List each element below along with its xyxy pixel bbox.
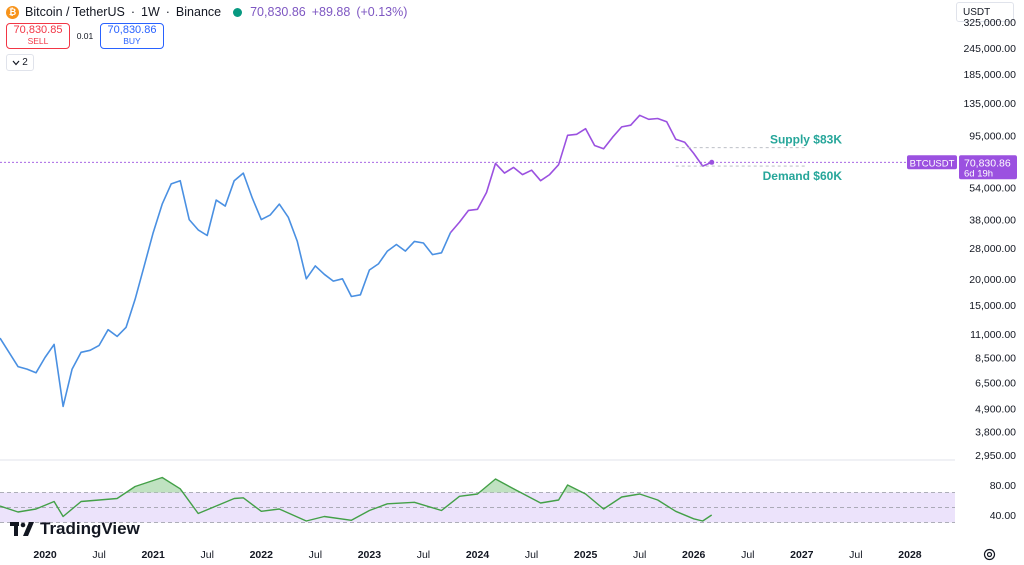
last-price-point xyxy=(709,159,715,165)
exchange: Binance xyxy=(175,5,222,19)
tradingview-icon xyxy=(10,521,34,536)
annotation-label: Supply $83K xyxy=(770,133,842,147)
x-axis-tick-label: 2025 xyxy=(574,549,598,561)
buy-label: BUY xyxy=(123,36,141,46)
interval[interactable]: 1W xyxy=(141,5,160,19)
bitcoin-icon: ₿ xyxy=(6,5,19,19)
price-tag-countdown: 6d 19h xyxy=(964,168,993,179)
y-axis-tick-label: 28,000.00 xyxy=(969,243,1016,255)
buy-button[interactable]: 70,830.86 BUY xyxy=(100,23,164,49)
y-axis-tick-label: 54,000.00 xyxy=(969,182,1016,194)
rsi-series-line xyxy=(0,476,713,522)
y-axis-tick-label: 11,000.00 xyxy=(970,329,1016,341)
price-tag xyxy=(959,155,1017,180)
x-axis-tick-label: 2023 xyxy=(358,549,382,561)
x-axis-tick-label: 2020 xyxy=(33,549,57,561)
x-axis-tick-label: 2028 xyxy=(898,549,922,561)
tradingview-logo[interactable]: TradingView xyxy=(10,519,140,539)
sell-label: SELL xyxy=(27,36,49,46)
market-open-icon xyxy=(233,7,243,17)
x-axis-tick-label: 2022 xyxy=(250,549,274,561)
y-axis-tick-label: 38,000.00 xyxy=(969,215,1016,227)
price-lines xyxy=(0,114,955,522)
labels: Supply $83K Demand $60K BTCUSDT 70,830.866d… xyxy=(763,133,1017,183)
rsi-band-layer xyxy=(0,492,955,523)
y-axis-tick-label: 95,000.00 xyxy=(969,130,1016,142)
x-axis-tick-label: Jul xyxy=(200,549,213,561)
indicators-toggle[interactable]: 2 xyxy=(6,54,34,71)
symbol-name[interactable]: Bitcoin / TetherUS xyxy=(25,5,125,19)
symbol-tag xyxy=(907,155,957,170)
trade-buttons: 70,830.85 SELL 0.01 70,830.86 BUY xyxy=(6,23,164,49)
y-axis-tick-label: 20,000.00 xyxy=(969,274,1016,286)
sell-button[interactable]: 70,830.85 SELL xyxy=(6,23,70,49)
x-axis-tick-label: Jul xyxy=(849,549,862,561)
x-axis-tick-label: 2027 xyxy=(790,549,814,561)
currency-select[interactable]: USDT xyxy=(956,2,1014,22)
y-axis-tick-label: 15,000.00 xyxy=(969,300,1016,312)
price-change: +89.88 xyxy=(311,5,351,19)
x-axis-tick-label: Jul xyxy=(417,549,430,561)
currency-value: USDT xyxy=(963,6,991,18)
spread: 0.01 xyxy=(76,31,94,41)
rsi-tick-label: 40.00 xyxy=(990,510,1016,522)
x-axis-tick-label: 2026 xyxy=(682,549,706,561)
brand-name: TradingView xyxy=(40,519,140,538)
symbol-tag-text: BTCUSDT xyxy=(910,158,955,169)
chart-header: ₿ Bitcoin / TetherUS · 1W · Binance 70,8… xyxy=(6,3,407,21)
chevron-down-icon xyxy=(12,60,20,65)
axes: 2,950.00 3,800.00 4,900.00 6,500.00 8,500.00… xyxy=(0,17,1016,561)
x-axis-tick-label: Jul xyxy=(633,549,646,561)
price-change-pct: (+0.13%) xyxy=(356,5,408,19)
y-axis-tick-label: 2,950.00 xyxy=(975,450,1016,462)
y-axis-tick-label: 8,500.00 xyxy=(975,353,1016,365)
buy-price: 70,830.86 xyxy=(107,24,157,36)
x-axis-tick-label: 2021 xyxy=(141,549,165,561)
y-axis-tick-label: 4,900.00 xyxy=(975,403,1016,415)
price-tag-value: 70,830.86 xyxy=(964,157,1011,169)
x-axis-tick-label: 2024 xyxy=(466,549,490,561)
rsi-tick-label: 80.00 xyxy=(990,480,1016,492)
last-price: 70,830.86 xyxy=(250,5,306,19)
y-axis-tick-label: 6,500.00 xyxy=(975,377,1016,389)
x-axis-tick-label: Jul xyxy=(92,549,105,561)
sell-price: 70,830.85 xyxy=(13,24,63,36)
y-axis-tick-label: 185,000.00 xyxy=(963,69,1016,81)
separator: · xyxy=(130,5,135,19)
separator: · xyxy=(165,5,170,19)
price-series-line xyxy=(0,172,452,408)
x-axis-tick-label: Jul xyxy=(741,549,754,561)
indicator-count: 2 xyxy=(22,57,28,68)
y-axis-tick-label: 3,800.00 xyxy=(975,427,1016,439)
rsi-overbought-fill xyxy=(0,477,712,493)
price-series-line xyxy=(449,114,713,234)
x-axis-tick-label: Jul xyxy=(309,549,322,561)
gear-icon[interactable] xyxy=(983,548,996,561)
y-axis-tick-label: 245,000.00 xyxy=(963,43,1016,55)
y-axis-tick-label: 325,000.00 xyxy=(963,17,1016,29)
x-axis-tick-label: Jul xyxy=(525,549,538,561)
annotation-label: Demand $60K xyxy=(763,169,843,183)
y-axis-tick-label: 135,000.00 xyxy=(963,98,1016,110)
